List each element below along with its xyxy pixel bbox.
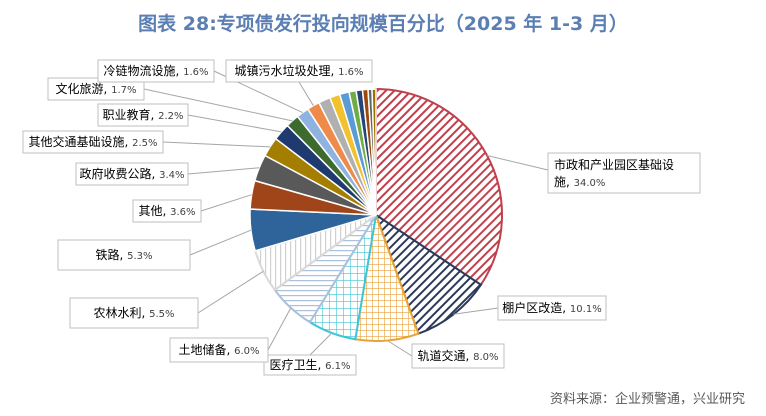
source-note: 资料来源：企业预警通，兴业研究 bbox=[550, 391, 745, 407]
label-box bbox=[75, 162, 189, 186]
slice-label: 职业教育, 2.2% bbox=[97, 103, 189, 127]
leader-line bbox=[453, 307, 499, 315]
slice-label: 轨道交通, 8.0% bbox=[411, 343, 505, 369]
slice-label-text: 文化旅游, 1.7% bbox=[55, 81, 136, 96]
leader-line bbox=[143, 88, 293, 122]
leader-line bbox=[187, 114, 282, 133]
slice-label-text: 市政和产业园区基础设施, 34.0% bbox=[554, 157, 674, 189]
slice-label: 政府收费公路, 3.4% bbox=[75, 162, 189, 186]
leader-line bbox=[486, 155, 549, 171]
slice-label: 农林水利, 5.5% bbox=[69, 297, 199, 329]
slice-label-text: 职业教育, 2.2% bbox=[102, 107, 183, 122]
leader-line bbox=[267, 307, 292, 351]
slice-label: 冷链物流设施, 1.6% bbox=[97, 59, 215, 83]
leader-line bbox=[200, 194, 252, 212]
label-box bbox=[132, 199, 202, 223]
slice-label-text: 铁路, 5.3% bbox=[95, 247, 152, 262]
leader-line bbox=[298, 81, 314, 106]
label-box bbox=[497, 295, 607, 321]
label-box bbox=[97, 59, 215, 83]
label-box bbox=[411, 343, 505, 369]
slice-label-text: 政府收费公路, 3.4% bbox=[79, 166, 184, 181]
slice-label: 其他, 3.6% bbox=[132, 199, 202, 223]
slice-label: 城镇污水垃圾处理, 1.6% bbox=[225, 59, 373, 83]
slice-label-text: 医疗卫生, 6.1% bbox=[269, 358, 350, 372]
slice-label: 土地储备, 6.0% bbox=[169, 337, 269, 363]
label-box bbox=[263, 354, 357, 376]
slice-label-text: 轨道交通, 8.0% bbox=[417, 348, 498, 363]
slice-label: 文化旅游, 1.7% bbox=[47, 77, 145, 101]
chart-title: 图表 28:专项债发行投向规模百分比（2025 年 1-3 月） bbox=[138, 12, 628, 35]
slice-label: 其他交通基础设施, 2.5% bbox=[22, 130, 164, 154]
pie-slices bbox=[249, 87, 503, 342]
slice-label-text: 其他交通基础设施, 2.5% bbox=[28, 134, 157, 149]
label-box bbox=[169, 337, 269, 363]
label-box bbox=[97, 103, 189, 127]
slice-label-text: 冷链物流设施, 1.6% bbox=[103, 63, 208, 78]
slice-label-text: 棚户区改造, 10.1% bbox=[502, 300, 601, 315]
slice-label-text: 城镇污水垃圾处理, 1.6% bbox=[234, 63, 363, 78]
slice-label-text: 土地储备, 6.0% bbox=[178, 342, 259, 357]
pie-slice bbox=[374, 212, 483, 335]
slice-label: 棚户区改造, 10.1% bbox=[497, 295, 607, 321]
label-box bbox=[547, 152, 701, 194]
label-box bbox=[22, 130, 164, 154]
leader-line bbox=[386, 340, 413, 357]
slice-label: 市政和产业园区基础设施, 34.0% bbox=[547, 152, 701, 194]
slice-label: 医疗卫生, 6.1% bbox=[263, 354, 357, 376]
label-box bbox=[47, 77, 145, 101]
slice-labels: 市政和产业园区基础设施, 34.0% 棚户区改造, 10.1% 轨道交通, 8.0%… bbox=[22, 59, 701, 376]
leader-line bbox=[162, 141, 271, 148]
leader-line bbox=[189, 229, 252, 256]
label-box bbox=[57, 239, 191, 271]
slice-label: 铁路, 5.3% bbox=[57, 239, 191, 271]
leader-line bbox=[197, 270, 264, 314]
pie-slice bbox=[371, 88, 377, 216]
leader-line bbox=[309, 332, 333, 356]
slice-label-text: 农林水利, 5.5% bbox=[93, 306, 174, 320]
label-box bbox=[225, 59, 373, 83]
slice-label-text: 其他, 3.6% bbox=[138, 204, 195, 218]
label-box bbox=[69, 297, 199, 329]
leader-line bbox=[187, 167, 260, 175]
